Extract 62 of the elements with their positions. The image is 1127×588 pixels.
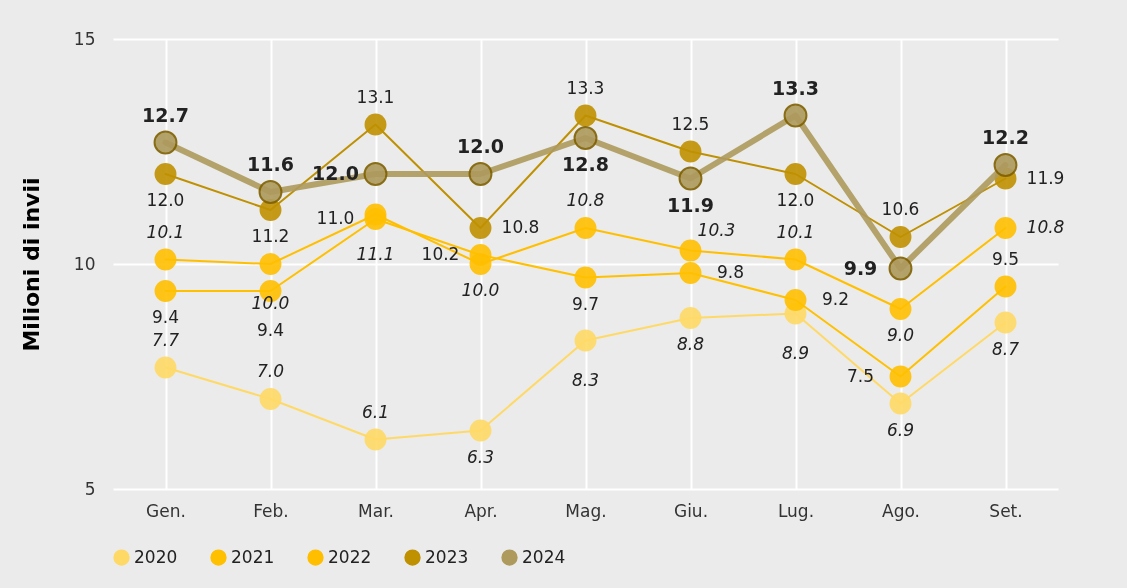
data-label: 12.7 bbox=[142, 103, 189, 126]
data-label: 10.3 bbox=[697, 219, 736, 240]
x-tick-label: Set. bbox=[989, 500, 1023, 521]
data-label: 11.9 bbox=[667, 193, 714, 216]
data-label: 10.0 bbox=[251, 293, 290, 313]
data-label: 12.2 bbox=[982, 126, 1029, 148]
data-label: 12.0 bbox=[146, 190, 185, 210]
data-label: 6.1 bbox=[361, 401, 390, 422]
data-label: 10.8 bbox=[501, 217, 540, 237]
legend-label: 2024 bbox=[522, 546, 566, 567]
legend-label: 2023 bbox=[425, 546, 469, 567]
data-label: 9.4 bbox=[256, 320, 285, 340]
x-tick-label: Mag. bbox=[565, 500, 607, 521]
data-label: 11.0 bbox=[316, 208, 355, 228]
data-label: 7.0 bbox=[256, 361, 285, 381]
data-label: 9.0 bbox=[886, 325, 915, 345]
legend-label: 2022 bbox=[328, 546, 372, 567]
data-label: 8.7 bbox=[991, 338, 1020, 359]
data-label: 11.2 bbox=[251, 226, 290, 246]
data-label: 7.5 bbox=[846, 365, 875, 386]
data-label: 9.2 bbox=[821, 289, 850, 309]
y-tick-label: 15 bbox=[73, 28, 96, 49]
data-label: 10.6 bbox=[881, 199, 920, 219]
y-axis-title: Milioni di invii bbox=[18, 177, 44, 352]
data-label: 13.1 bbox=[356, 86, 395, 107]
data-label: 12.8 bbox=[562, 153, 609, 175]
legend-label: 2021 bbox=[231, 546, 275, 567]
data-label: 11.6 bbox=[247, 153, 294, 175]
data-label: 12.5 bbox=[671, 113, 710, 134]
data-label: 8.9 bbox=[781, 342, 810, 363]
y-tick-label: 10 bbox=[73, 253, 96, 274]
data-label: 11.1 bbox=[356, 243, 395, 264]
x-tick-label: Lug. bbox=[777, 500, 815, 521]
data-label: 13.3 bbox=[566, 77, 605, 98]
x-tick-label: Ago. bbox=[882, 500, 920, 521]
data-label: 6.3 bbox=[466, 446, 495, 467]
x-tick-label: Feb. bbox=[253, 500, 289, 521]
data-label: 7.7 bbox=[151, 329, 180, 350]
data-label: 10.0 bbox=[461, 280, 500, 300]
data-label: 9.4 bbox=[151, 307, 180, 327]
data-label: 12.0 bbox=[457, 135, 504, 157]
x-tick-label: Apr. bbox=[464, 500, 498, 521]
data-label: 10.8 bbox=[1026, 217, 1065, 237]
legend-label: 2020 bbox=[134, 546, 178, 567]
data-label: 10.8 bbox=[566, 190, 605, 210]
data-label: 10.2 bbox=[421, 244, 460, 264]
y-tick-label: 5 bbox=[84, 478, 96, 499]
data-label: 8.3 bbox=[571, 369, 600, 390]
data-label: 6.9 bbox=[886, 419, 915, 440]
data-label: 9.7 bbox=[571, 293, 600, 314]
data-label: 9.9 bbox=[843, 256, 878, 279]
data-label: 9.8 bbox=[716, 262, 745, 282]
data-label: 12.0 bbox=[776, 190, 815, 210]
data-label: 13.3 bbox=[772, 76, 819, 99]
data-label: 10.1 bbox=[776, 221, 815, 242]
x-tick-label: Gen. bbox=[146, 500, 186, 521]
data-label: 8.8 bbox=[676, 334, 705, 354]
x-tick-label: Mar. bbox=[358, 500, 394, 521]
data-label: 9.5 bbox=[991, 248, 1020, 269]
x-tick-label: Giu. bbox=[673, 500, 709, 521]
data-label: 11.9 bbox=[1026, 167, 1065, 188]
data-label: 10.1 bbox=[146, 221, 185, 242]
